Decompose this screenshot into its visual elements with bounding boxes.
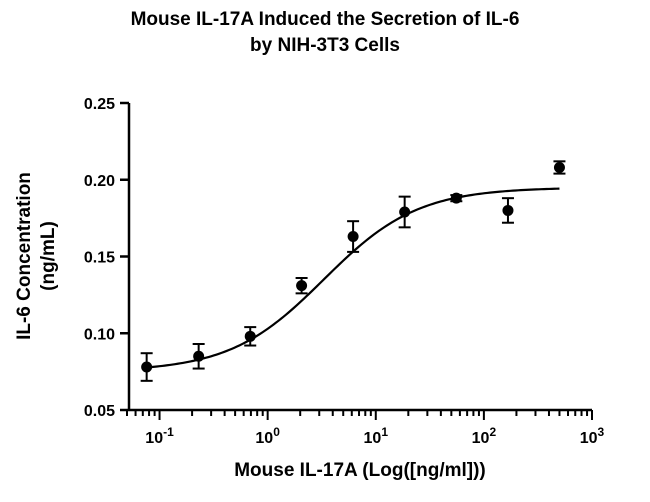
data-point <box>553 161 565 173</box>
data-point <box>347 231 359 243</box>
x-tick-label: 10-1 <box>145 425 174 447</box>
data-point <box>141 361 153 373</box>
y-tick-label: 0.25 <box>84 96 115 113</box>
data-point <box>399 206 411 218</box>
data-point <box>502 204 514 216</box>
chart-title-line-2: by NIH-3T3 Cells <box>250 35 400 56</box>
y-axis-title-line-2: (ng/mL) <box>38 221 59 291</box>
x-tick-label: 103 <box>580 425 605 447</box>
x-axis-title: Mouse IL-17A (Log([ng/ml])) <box>234 460 486 481</box>
data-point <box>450 192 462 204</box>
data-point <box>193 350 205 362</box>
x-tick-label: 100 <box>255 425 280 447</box>
chart-title-line-1: Mouse IL-17A Induced the Secretion of IL… <box>130 9 520 30</box>
x-tick-label: 101 <box>364 425 389 447</box>
data-point <box>244 330 256 342</box>
y-tick-label: 0.10 <box>84 326 115 343</box>
y-axis-title-line-1: IL-6 Concentration <box>14 172 35 340</box>
data-point <box>296 280 308 292</box>
y-tick-label: 0.05 <box>84 403 115 420</box>
y-tick-label: 0.15 <box>84 250 115 267</box>
y-tick-label: 0.20 <box>84 173 115 190</box>
x-tick-label: 102 <box>472 425 497 447</box>
fit-curve <box>146 187 560 369</box>
